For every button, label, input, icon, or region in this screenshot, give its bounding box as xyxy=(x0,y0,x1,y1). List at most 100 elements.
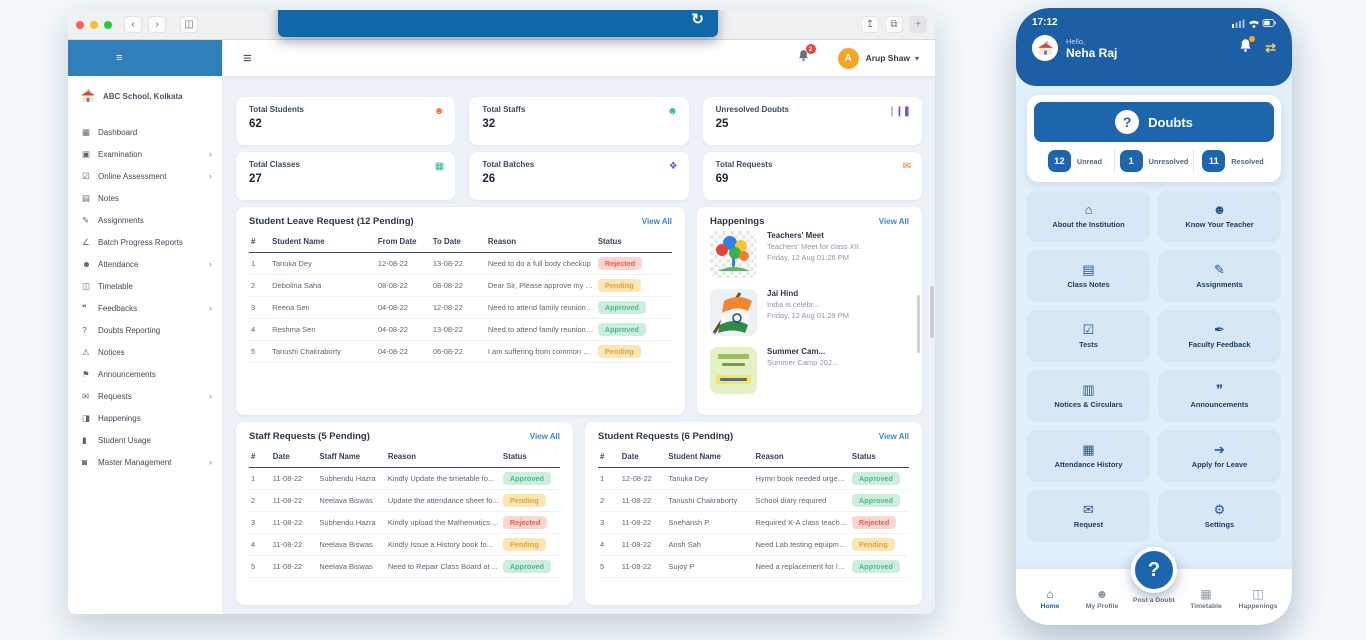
happening-item[interactable]: Teachers' Meet Teachers' Meet for class … xyxy=(710,231,909,278)
attendance-icon: ☻ xyxy=(82,259,91,269)
back-button[interactable]: ‹ xyxy=(124,16,142,33)
stat-unresolved-doubts: Unresolved Doubts 25 ❘❙❚ xyxy=(702,97,922,145)
table-row[interactable]: 2 11-08-22 Neelava Biswas Update the attend… xyxy=(249,489,560,512)
tile-announcements[interactable]: ❞ Announcements xyxy=(1158,370,1281,422)
assignments-icon: ✎ xyxy=(1214,262,1225,277)
tile-faculty-feedback[interactable]: ✒ Faculty Feedback xyxy=(1158,310,1281,362)
table-row[interactable]: 4 Reshma Sen 04-08-22 13-08-22 Need to atten… xyxy=(249,318,672,341)
progress-chart-icon: ∠ xyxy=(82,236,90,247)
sidebar-item-assignments[interactable]: ✎ Assignments xyxy=(82,214,144,225)
table-row[interactable]: 3 11-08-22 Subhendu Hazra Kindly upload the… xyxy=(249,511,560,534)
table-row[interactable]: 4 11-08-22 Neelava Biswas Kindly Issue a Hi… xyxy=(249,533,560,556)
tile-about-the-institution[interactable]: ⌂ About the Institution xyxy=(1027,190,1150,242)
timetable-icon: ◫ xyxy=(82,280,91,291)
notifications-button[interactable] xyxy=(1238,36,1256,58)
avatar[interactable] xyxy=(1032,35,1058,61)
sidebar-item-batch-progress-reports[interactable]: ∠ Batch Progress Reports xyxy=(82,236,183,247)
phone-mockup: 17:12 Hello, Neha Raj ⇄ xyxy=(1016,8,1292,625)
staff-requests-panel: Staff Requests (5 Pending) View All # Dat… xyxy=(236,422,573,605)
sidebar-item-notes[interactable]: ▤ Notes xyxy=(82,192,119,203)
table-row[interactable]: 1 12-08-22 Tanuka Dey Hymn book needed urge… xyxy=(598,467,909,490)
announcements-icon: ⚑ xyxy=(82,368,90,379)
table-row[interactable]: 2 11-08-22 Tanushi Chakraborty School diary… xyxy=(598,489,909,512)
tile-settings[interactable]: ⚙ Settings xyxy=(1158,490,1281,542)
doubts-icon: ? xyxy=(82,325,87,335)
master-management-icon: ◙ xyxy=(82,457,88,467)
scrollbar[interactable] xyxy=(917,295,920,353)
sidebar-item-happenings[interactable]: ◨ Happenings xyxy=(82,412,141,423)
tile-class-notes[interactable]: ▤ Class Notes xyxy=(1027,250,1150,302)
stat-total-requests: Total Requests 69 ✉ xyxy=(702,152,922,200)
nav-happenings[interactable]: ◫ Happenings xyxy=(1238,587,1278,610)
tabs-overview-icon[interactable]: ⧉ xyxy=(885,16,903,33)
requests-icon: ✉ xyxy=(902,161,911,172)
tile-request[interactable]: ✉ Request xyxy=(1027,490,1150,542)
tile-assignments[interactable]: ✎ Assignments xyxy=(1158,250,1281,302)
table-row[interactable]: 5 Tanushi Chakraborty 04-08-22 06-08-22 I am… xyxy=(249,340,672,363)
close-window-button[interactable] xyxy=(76,20,84,29)
view-all-link[interactable]: View All xyxy=(529,432,560,441)
notes-icon: ▤ xyxy=(1082,262,1095,277)
tile-notices-circulars[interactable]: ▥ Notices & Circulars xyxy=(1027,370,1150,422)
table-row[interactable]: 5 11-08-22 Sujoy P Need a replacement for l… xyxy=(598,555,909,578)
share-icon[interactable]: ↥ xyxy=(861,16,879,33)
happening-item[interactable]: Jai Hind India is celebr... Friday, 12 A… xyxy=(710,289,909,336)
view-all-link[interactable]: View All xyxy=(641,217,672,226)
sidebar-item-dashboard[interactable]: ▦ Dashboard xyxy=(82,126,138,137)
requests-icon: ✉ xyxy=(82,390,90,401)
refresh-icon[interactable]: ↻ xyxy=(691,10,704,28)
table-row[interactable]: 3 11-08-22 Snehansh P Required X-A class te… xyxy=(598,511,909,534)
happening-item[interactable]: Summer Cam... Summer Camp 202... xyxy=(710,347,909,394)
stat-total-students: Total Students 62 ☻ xyxy=(236,97,456,145)
tile-apply-for-leave[interactable]: ➔ Apply for Leave xyxy=(1158,430,1281,482)
minimize-window-button[interactable] xyxy=(90,20,98,29)
nav-post-a-doubt[interactable]: Post a Doubt xyxy=(1133,597,1175,604)
avatar[interactable]: A xyxy=(837,47,859,69)
sidebar-item-notices[interactable]: ⚠ Notices xyxy=(82,346,125,357)
notifications-button[interactable]: 2 xyxy=(797,44,816,67)
table-row[interactable]: 3 Reena Sen 04-08-22 12-08-22 Need to attend… xyxy=(249,296,672,319)
school-header: ABC School, Kolkata xyxy=(68,76,222,113)
view-all-link[interactable]: View All xyxy=(878,217,909,226)
sidebar-item-doubts-reporting[interactable]: ? Doubts Reporting xyxy=(82,325,161,335)
nav-home[interactable]: ⌂ Home xyxy=(1040,587,1060,610)
school-logo xyxy=(81,89,95,102)
nav-timetable[interactable]: ▦ Timetable xyxy=(1190,587,1222,610)
forward-button[interactable]: › xyxy=(148,16,166,33)
scrollbar[interactable] xyxy=(930,286,934,338)
sidebar-item-timetable[interactable]: ◫ Timetable xyxy=(82,280,133,291)
table-row[interactable]: 2 Debolina Saha 08-08-22 08-08-22 Dear Sir, … xyxy=(249,274,672,297)
sidebar-item-feedbacks[interactable]: ❞ Feedbacks › xyxy=(82,302,212,314)
sidebar-item-student-usage[interactable]: ▮ Student Usage xyxy=(82,434,151,445)
tile-attendance-history[interactable]: ▦ Attendance History xyxy=(1027,430,1150,482)
new-tab-button[interactable]: + xyxy=(909,16,927,33)
maximize-window-button[interactable] xyxy=(104,20,112,29)
sidebar-item-attendance[interactable]: ☻ Attendance › xyxy=(82,259,212,269)
table-row[interactable]: 1 Tanuka Dey 12-08-22 13-08-22 Need to do a … xyxy=(249,252,672,275)
post-a-doubt-fab[interactable]: ? xyxy=(1131,547,1177,593)
sidebar-item-examination[interactable]: ▣ Examination › xyxy=(82,148,212,160)
chevron-down-icon[interactable]: ▾ xyxy=(914,53,919,63)
doubts-card[interactable]: ? Doubts 12 Unread 1 Unresolved 11 Resolved xyxy=(1027,95,1281,182)
status-badge: Approved xyxy=(851,560,900,573)
table-row[interactable]: 1 11-08-22 Subhendu Hazra Kindly Update the… xyxy=(249,467,560,490)
sidebar-item-requests[interactable]: ✉ Requests › xyxy=(82,390,212,402)
sidebar-collapse-icon[interactable]: ≡ xyxy=(116,52,123,64)
nav-my-profile[interactable]: ☻ My Profile xyxy=(1085,587,1119,610)
view-all-link[interactable]: View All xyxy=(878,432,909,441)
calendar-icon: ▦ xyxy=(1082,442,1095,457)
sidebar-toggle-icon[interactable]: ◫ xyxy=(180,16,198,33)
notices-icon: ⚠ xyxy=(82,346,90,357)
profile-icon: ☻ xyxy=(1095,587,1109,601)
tile-know-your-teacher[interactable]: ☻ Know Your Teacher xyxy=(1158,190,1281,242)
hamburger-menu-icon[interactable]: ≡ xyxy=(243,49,252,67)
table-row[interactable]: 5 11-08-22 Neelava Biswas Need to Repair Cl… xyxy=(249,555,560,578)
switch-profile-icon[interactable]: ⇄ xyxy=(1265,40,1276,55)
address-bar-overlay[interactable]: ↻ xyxy=(278,10,718,37)
table-row[interactable]: 4 11-08-22 Ansh Sah Need Lab testing equipm… xyxy=(598,533,909,556)
home-icon: ⌂ xyxy=(1046,587,1054,601)
sidebar-item-online-assessment[interactable]: ☑ Online Assessment › xyxy=(82,170,212,182)
sidebar-item-announcements[interactable]: ⚑ Announcements xyxy=(82,368,156,379)
tile-tests[interactable]: ☑ Tests xyxy=(1027,310,1150,362)
sidebar-item-master-management[interactable]: ◙ Master Management › xyxy=(82,457,212,467)
